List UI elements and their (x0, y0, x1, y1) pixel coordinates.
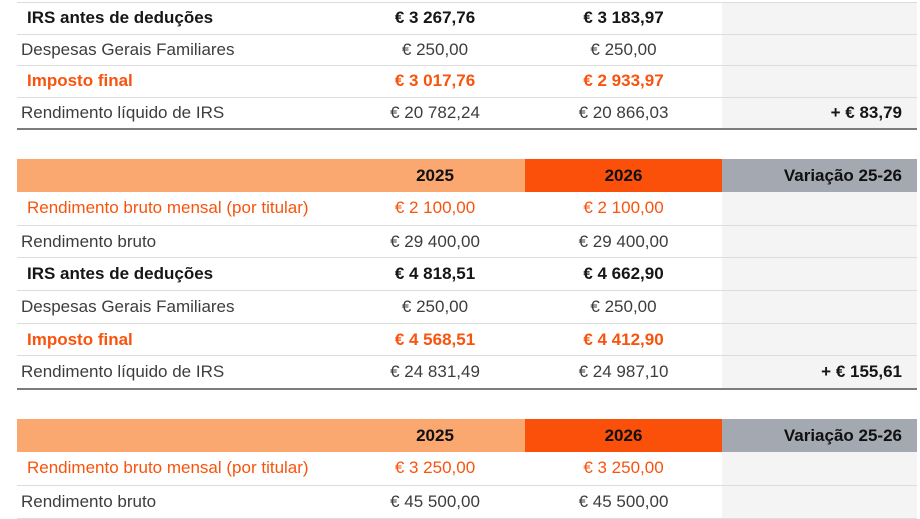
variation-value (722, 66, 917, 97)
variation-value (722, 225, 917, 258)
value-2026: € 4 662,90 (583, 264, 664, 284)
variation-value (722, 452, 917, 485)
table-row: Despesas Gerais Familiares € 250,00 € 25… (17, 33, 917, 65)
row-label: Rendimento bruto mensal (por titular) (27, 458, 309, 477)
variation-value (722, 192, 917, 225)
row-label: Rendimento bruto (21, 492, 157, 511)
row-label: Rendimento líquido de IRS (21, 102, 225, 122)
row-label: Rendimento líquido de IRS (21, 362, 225, 382)
value-2026: € 3 183,97 (583, 8, 664, 27)
row-label: IRS antes de deduções (27, 8, 214, 27)
value-2025: € 2 100,00 (394, 198, 476, 217)
variation-value (722, 34, 917, 65)
value-2025: € 3 017,76 (394, 71, 476, 90)
table-header: 2025 2026 Variação 25-26 (17, 419, 917, 452)
table-row: Rendimento bruto € 45 500,00 € 45 500,00 (17, 485, 917, 518)
header-label-cell (17, 419, 345, 452)
value-2026: € 24 987,10 (578, 362, 669, 382)
header-variation: Variação 25-26 (722, 419, 917, 452)
table-header: 2025 2026 Variação 25-26 (17, 159, 917, 192)
row-label: Imposto final (27, 329, 133, 349)
table-row: Rendimento bruto € 29 400,00 € 29 400,00 (17, 224, 917, 258)
value-2026: € 29 400,00 (578, 231, 669, 251)
header-year-2025: 2025 (345, 159, 525, 192)
value-2026: € 250,00 (590, 39, 657, 59)
variation-value: + € 155,61 (722, 356, 917, 389)
row-label: Rendimento bruto (21, 231, 157, 251)
row-label: Imposto final (27, 71, 133, 90)
value-2025: € 250,00 (401, 297, 469, 317)
value-2026: € 3 250,00 (583, 458, 664, 477)
value-2026: € 45 500,00 (578, 492, 669, 511)
value-2025: € 3 250,00 (394, 458, 476, 477)
table-row: IRS antes de deduções € 3 267,76 € 3 183… (17, 2, 917, 34)
header-year-2025: 2025 (345, 419, 525, 452)
variation-value (722, 3, 917, 34)
comparison-table-bottom: 2025 2026 Variação 25-26 Rendimento brut… (17, 419, 917, 519)
comparison-table-top: IRS antes de deduções € 3 267,76 € 3 183… (17, 2, 917, 130)
value-2026: € 2 933,97 (583, 71, 664, 90)
value-2025: € 45 500,00 (390, 492, 480, 511)
value-2025: € 3 267,76 (394, 8, 476, 27)
value-2026: € 4 412,90 (583, 329, 664, 349)
table-row: Rendimento líquido de IRS € 24 831,49 € … (17, 355, 917, 389)
value-2025: € 20 782,24 (390, 102, 480, 122)
table-row: IRS antes de deduções € 4 818,51 € 4 662… (17, 257, 917, 291)
row-label: Rendimento bruto mensal (por titular) (27, 198, 309, 217)
variation-value: + € 83,79 (722, 97, 917, 128)
variation-value (722, 258, 917, 291)
row-label: Despesas Gerais Familiares (21, 39, 235, 59)
header-label-cell (17, 159, 345, 192)
comparison-table-middle: 2025 2026 Variação 25-26 Rendimento brut… (17, 159, 917, 391)
value-2025: € 29 400,00 (390, 231, 480, 251)
value-2025: € 250,00 (401, 39, 469, 59)
header-year-2026: 2026 (525, 419, 722, 452)
value-2025: € 4 818,51 (394, 264, 476, 284)
value-2026: € 2 100,00 (583, 198, 664, 217)
variation-value (722, 291, 917, 323)
header-year-2026: 2026 (525, 159, 722, 192)
header-variation: Variação 25-26 (722, 159, 917, 192)
value-2025: € 4 568,51 (394, 329, 476, 349)
value-2026: € 20 866,03 (578, 102, 669, 122)
table-row: Despesas Gerais Familiares € 250,00 € 25… (17, 290, 917, 323)
table-row: Imposto final € 4 568,51 € 4 412,90 (17, 322, 917, 356)
table-row: Rendimento líquido de IRS € 20 782,24 € … (17, 96, 917, 128)
row-label: Despesas Gerais Familiares (21, 297, 235, 317)
table-row: Imposto final € 3 017,76 € 2 933,97 (17, 65, 917, 97)
variation-value (722, 323, 917, 356)
variation-value (722, 486, 917, 518)
row-label: IRS antes de deduções (27, 264, 214, 284)
value-2025: € 24 831,49 (390, 362, 480, 382)
value-2026: € 250,00 (590, 297, 657, 317)
table-row: Rendimento bruto mensal (por titular) € … (17, 452, 917, 485)
table-row: Rendimento bruto mensal (por titular) € … (17, 192, 917, 225)
